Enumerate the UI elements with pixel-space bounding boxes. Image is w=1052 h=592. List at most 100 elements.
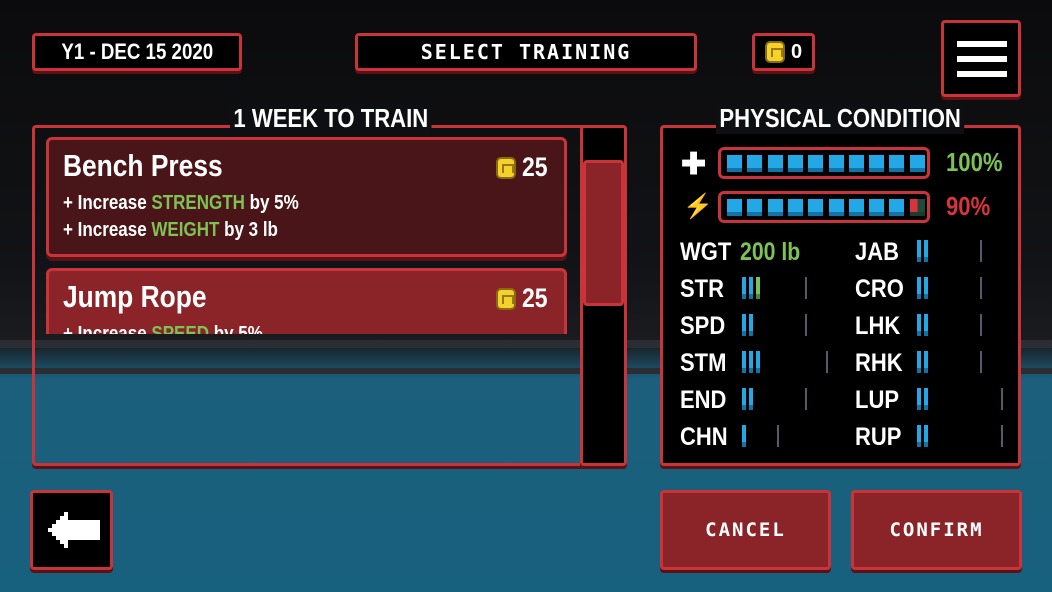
stat-cro: CRO (855, 274, 982, 303)
stat-tick (917, 240, 921, 262)
stat-max-marker (826, 351, 828, 373)
stat-label: JAB (855, 237, 900, 266)
date-display: Y1 - DEC 15 2020 (32, 33, 242, 71)
stat-tick (917, 277, 921, 299)
stat-tick (742, 314, 746, 336)
stat-rup: RUP (855, 422, 1003, 451)
stat-max-marker (1001, 388, 1003, 410)
effect-text: + Increase (63, 323, 151, 334)
stat-max-marker (1001, 425, 1003, 447)
stat-tick (749, 351, 753, 373)
cost-value: 25 (521, 152, 548, 182)
effect-amount: by 3 lb (219, 219, 278, 241)
stat-tick (924, 240, 928, 262)
stat-max-marker (980, 277, 982, 299)
screen-title: SELECT TRAINING (355, 33, 697, 71)
bar-segment (848, 199, 864, 216)
bar-segment (889, 155, 905, 172)
cancel-label: CANCEL (705, 519, 786, 541)
stat-lhk: LHK (855, 312, 982, 340)
bar-segment (828, 155, 844, 172)
menu-button[interactable] (941, 20, 1021, 97)
effect-text: + Increase (63, 192, 152, 214)
bar-segment (747, 155, 763, 172)
stat-chn: CHN (680, 422, 779, 451)
stat-max-marker (805, 314, 807, 336)
confirm-label: CONFIRM (889, 519, 984, 541)
training-effect: + Increase WEIGHT by 3 lb (63, 219, 278, 242)
condition-panel (660, 125, 1021, 466)
stat-max-marker (980, 240, 982, 262)
bar-segment (767, 155, 783, 172)
training-heading: 1 WEEK TO TRAIN (230, 103, 432, 134)
bar-segment (869, 199, 885, 216)
coin-icon (764, 41, 785, 63)
back-button[interactable] (30, 490, 113, 570)
effect-stat: SPEED (151, 323, 209, 334)
training-name: Jump Rope (63, 279, 207, 314)
lightning-icon: ⚡ (683, 193, 713, 220)
stat-label: RHK (855, 348, 903, 377)
effect-stat: STRENGTH (151, 192, 245, 214)
stat-tick (924, 314, 928, 336)
coin-count: 0 (790, 40, 803, 63)
weight-value: 200 lb (740, 237, 801, 266)
scrollbar[interactable] (580, 125, 627, 466)
stat-str: STR (680, 274, 807, 303)
stat-label: RUP (855, 422, 902, 451)
stat-tick (924, 388, 928, 410)
stat-label: STR (680, 274, 724, 303)
stat-tick (749, 388, 753, 410)
stat-spd: SPD (680, 311, 807, 340)
stat-tick (924, 277, 928, 299)
stat-label: STM (680, 348, 727, 377)
bar-segment (727, 199, 742, 216)
stat-tick (749, 277, 753, 299)
stat-rhk: RHK (855, 348, 982, 377)
stat-tick (749, 314, 753, 336)
bar-segment (747, 199, 763, 216)
stat-end: END (680, 385, 807, 414)
stat-max-marker (805, 277, 807, 299)
stat-max-marker (980, 351, 982, 373)
stat-tick (756, 351, 760, 373)
stat-tick (924, 351, 928, 373)
hamburger-menu-icon (957, 41, 1007, 77)
effect-amount: by 5% (244, 192, 299, 214)
training-cost: 25 (495, 283, 552, 314)
stat-label: CRO (855, 274, 904, 303)
training-effect: + Increase STRENGTH by 5% (63, 192, 299, 215)
bar-segment (727, 155, 742, 172)
bar-segment (909, 155, 925, 172)
bar-segment (767, 199, 783, 216)
bar-segment (808, 155, 824, 172)
stat-tick (917, 351, 921, 373)
training-item[interactable]: Bench Press 25 + Increase STRENGTH by 5% +… (46, 137, 567, 257)
training-cost: 25 (495, 152, 552, 183)
stat-label: CHN (680, 422, 728, 451)
stat-label: WGT (680, 237, 732, 266)
stat-label: SPD (680, 311, 726, 340)
energy-bar (718, 191, 930, 223)
stat-label: END (680, 385, 727, 414)
condition-heading: PHYSICAL CONDITION (716, 103, 965, 134)
stat-jab: JAB (855, 237, 982, 266)
stat-tick (917, 314, 921, 336)
cancel-button[interactable]: CANCEL (660, 490, 831, 570)
stat-max-marker (980, 314, 982, 336)
bar-segment (787, 199, 803, 216)
training-name: Bench Press (63, 148, 223, 183)
training-list: Bench Press 25 + Increase STRENGTH by 5% +… (0, 0, 580, 334)
title-text: SELECT TRAINING (420, 40, 632, 64)
scrollbar-thumb[interactable] (583, 160, 624, 306)
stat-label: LUP (855, 385, 899, 414)
date-text: Y1 - DEC 15 2020 (61, 39, 213, 64)
bar-segment (808, 199, 824, 216)
bar-segment (909, 199, 925, 216)
stat-tick (917, 425, 921, 447)
stat-tick (742, 425, 746, 447)
training-item[interactable]: Jump Rope 25 + Increase SPEED by 5%+ Incr… (46, 268, 567, 334)
effect-text: + Increase (63, 219, 152, 241)
coin-icon (495, 287, 516, 310)
confirm-button[interactable]: CONFIRM (851, 490, 1022, 570)
